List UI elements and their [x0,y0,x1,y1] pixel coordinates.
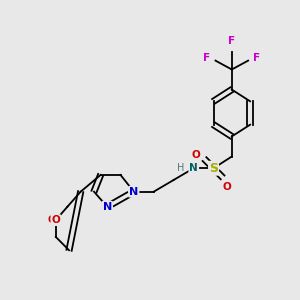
Text: S: S [209,162,218,175]
Text: O: O [222,182,231,192]
Text: O: O [191,150,200,160]
Text: F: F [228,36,236,46]
Text: O: O [47,215,56,225]
Text: F: F [203,53,210,63]
Text: H: H [177,163,185,173]
Text: O: O [51,215,60,225]
Text: F: F [254,53,260,63]
Text: N: N [129,187,138,197]
Text: N: N [189,163,198,173]
Text: N: N [103,202,112,212]
